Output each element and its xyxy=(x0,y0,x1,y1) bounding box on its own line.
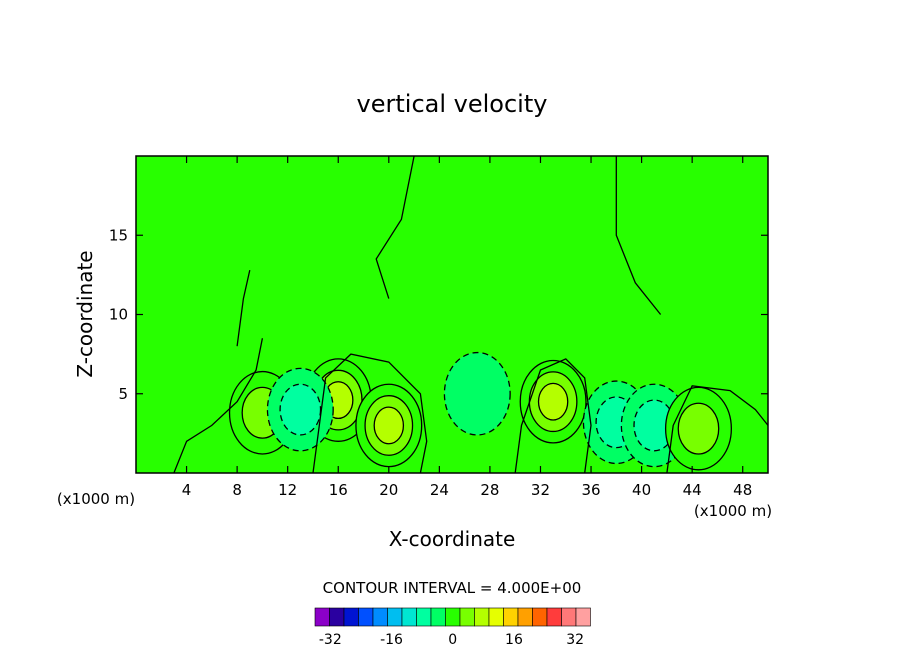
colorbar-swatch xyxy=(517,607,533,627)
colorbar-swatch xyxy=(474,607,490,627)
x-tick-label: 28 xyxy=(480,481,499,499)
x-tick-label: 36 xyxy=(581,481,600,499)
colorbar-swatch xyxy=(387,607,403,627)
zero-contour-line xyxy=(236,269,251,347)
downdraft-contour xyxy=(443,351,511,436)
colorbar-swatch xyxy=(416,607,432,627)
zero-contour-line xyxy=(666,385,768,473)
y-axis: 5 10 15 xyxy=(109,226,768,403)
x-unit-right: (x1000 m) xyxy=(694,502,772,520)
contour-interval-label: CONTOUR INTERVAL = 4.000E+00 xyxy=(323,579,582,597)
x-tick-label: 20 xyxy=(379,481,398,499)
x-tick-label: 24 xyxy=(430,481,449,499)
colorbar-swatch xyxy=(488,607,504,627)
y-tick-label: 10 xyxy=(109,306,128,324)
zero-contour-line xyxy=(375,156,415,299)
updraft-contour xyxy=(537,382,569,421)
colorbar-swatch xyxy=(329,607,345,627)
y-tick-label: 5 xyxy=(118,385,128,403)
colorbar-tick-label: 16 xyxy=(505,632,523,648)
x-unit-left: (x1000 m) xyxy=(57,490,135,508)
colorbar-tick-label: -16 xyxy=(380,632,403,648)
zero-contour-line xyxy=(615,156,662,315)
colorbar-swatch xyxy=(343,607,359,627)
colorbar-swatch xyxy=(561,607,577,627)
updraft-contour xyxy=(677,402,720,455)
colorbar-tick-label: 32 xyxy=(566,632,584,648)
colorbar-swatch xyxy=(314,607,330,627)
zero-contour-line xyxy=(173,338,264,473)
downdraft-contour xyxy=(279,383,322,436)
x-tick-label: 48 xyxy=(733,481,752,499)
colorbar-swatch xyxy=(430,607,446,627)
colorbar-swatch xyxy=(546,607,562,627)
colorbar-swatch xyxy=(532,607,548,627)
colorbar-swatch xyxy=(372,607,388,627)
colorbar-swatch xyxy=(575,607,591,627)
y-axis-label: Z-coordinate xyxy=(73,250,97,377)
colorbar-swatch xyxy=(401,607,417,627)
zero-contour-line xyxy=(312,353,428,473)
x-tick-label: 32 xyxy=(531,481,550,499)
x-axis: 4 8 12 16 20 24 28 32 36 40 44 48 xyxy=(182,156,752,499)
colorbar: -32 -16 0 16 32 xyxy=(314,607,591,648)
x-axis-label: X-coordinate xyxy=(389,527,516,551)
zero-contour-line xyxy=(514,358,592,473)
y-tick-label: 15 xyxy=(109,226,128,244)
x-tick-label: 16 xyxy=(329,481,348,499)
x-tick-label: 12 xyxy=(278,481,297,499)
x-tick-label: 4 xyxy=(182,481,192,499)
colorbar-swatch xyxy=(503,607,519,627)
x-tick-label: 40 xyxy=(632,481,651,499)
updraft-contour xyxy=(373,406,405,445)
colorbar-swatch xyxy=(358,607,374,627)
colorbar-tick-label: 0 xyxy=(448,632,457,648)
colorbar-swatch xyxy=(459,607,475,627)
colorbar-swatch xyxy=(445,607,461,627)
x-tick-label: 8 xyxy=(232,481,242,499)
contour-field xyxy=(136,156,768,473)
chart-title: vertical velocity xyxy=(357,90,548,118)
colorbar-tick-label: -32 xyxy=(319,632,342,648)
x-tick-label: 44 xyxy=(683,481,702,499)
